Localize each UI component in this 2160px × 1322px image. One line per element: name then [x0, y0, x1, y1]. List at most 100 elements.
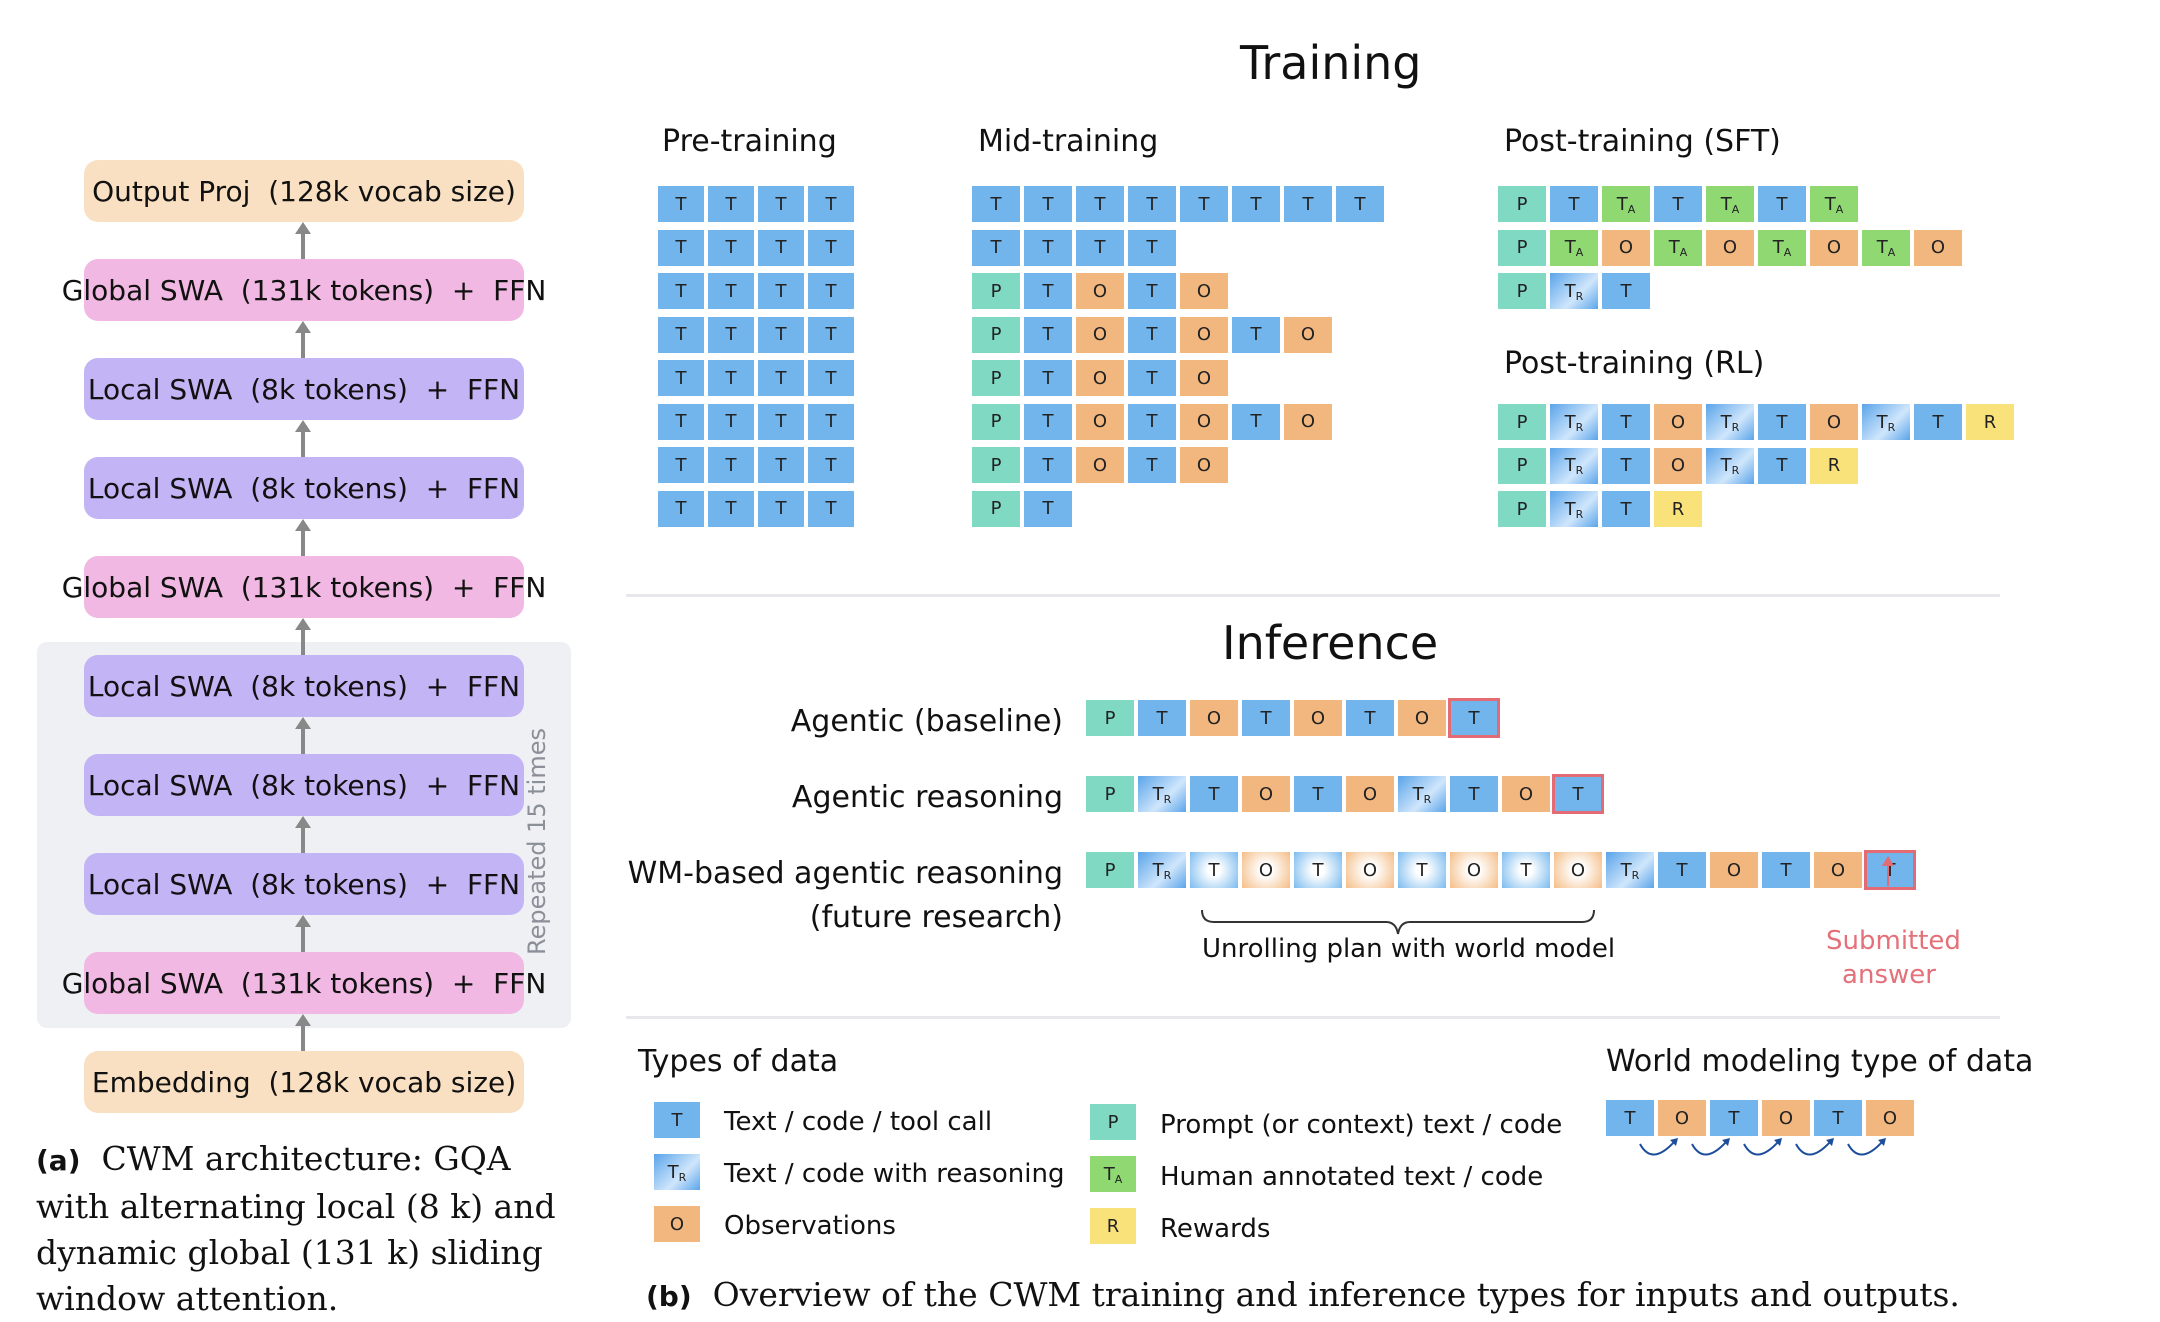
token-text: T: [1126, 445, 1178, 485]
token-text: T: [756, 445, 806, 485]
global-swa-layer: Global SWA (131k tokens) + FFN: [62, 556, 546, 618]
wm-label-line2: (future research): [809, 900, 1063, 935]
token-observation: O: [1178, 445, 1230, 485]
token-text: T: [1344, 698, 1396, 738]
layer-arrow: [301, 331, 305, 358]
token-prompt: P: [970, 314, 1022, 355]
token-observation: O: [1282, 314, 1334, 355]
token-text: T: [656, 358, 706, 398]
token-observation: O: [1282, 401, 1334, 442]
reasoning-label: Agentic reasoning: [791, 780, 1063, 815]
token-text: T: [1292, 774, 1344, 814]
token-text: T: [1604, 1098, 1656, 1138]
submitted-arrow-icon: [1882, 856, 1894, 886]
token-observation-unrolled: O: [1448, 850, 1500, 890]
token-text: T: [1022, 401, 1074, 442]
token-text: T: [1022, 314, 1074, 355]
token-observation: O: [1178, 271, 1230, 311]
layer-arrowhead: [295, 420, 311, 432]
token-prompt: P: [1084, 774, 1136, 814]
token-text: T: [656, 488, 706, 529]
token-prompt: P: [1084, 698, 1136, 738]
global-swa-layer: Global SWA (131k tokens) + FFN: [62, 259, 546, 321]
token-text: T: [656, 227, 706, 268]
layer-arrowhead: [295, 717, 311, 729]
layer-arrow: [301, 430, 305, 457]
pretraining-title: Pre-training: [662, 124, 837, 159]
local-swa-layer: Local SWA (8k tokens) + FFN: [84, 457, 524, 519]
legend-swatch: T: [652, 1100, 702, 1140]
token-text: T: [806, 314, 856, 355]
token-observation: O: [1396, 698, 1448, 738]
token-text: T: [1126, 184, 1178, 224]
legend-label: Observations: [724, 1211, 896, 1241]
legend-label: Human annotated text / code: [1160, 1162, 1544, 1192]
token-text-unrolled: T: [1188, 850, 1240, 890]
token-text: T: [1912, 402, 1964, 442]
caption-a-line: CWM architecture: GQA: [101, 1139, 511, 1178]
layer-arrowhead: [295, 915, 311, 927]
token-observation: O: [1600, 227, 1652, 268]
legend-swatch: P: [1088, 1102, 1138, 1142]
token-observation: O: [1652, 402, 1704, 442]
token-text: T: [1240, 698, 1292, 738]
token-text: T: [756, 314, 806, 355]
token-text: T: [1022, 271, 1074, 311]
layer-arrowhead: [295, 1014, 311, 1026]
token-observation: O: [1074, 314, 1126, 355]
submitted-line1: Submitted: [1826, 926, 1961, 956]
caption-a: (a) CWM architecture: GQA with alternati…: [36, 1136, 576, 1322]
layer-arrow: [301, 826, 305, 853]
token-text: T: [1230, 401, 1282, 442]
token-text: T: [970, 227, 1022, 268]
token-prompt: P: [970, 358, 1022, 398]
token-observation: O: [1808, 227, 1860, 268]
token-text: T: [806, 488, 856, 529]
wm-loop-arrows: [1639, 1138, 1886, 1156]
token-observation: O: [1178, 401, 1230, 442]
token-observation-unrolled: O: [1344, 850, 1396, 890]
unroll-brace: [1201, 909, 1595, 935]
global-swa-layer: Global SWA (131k tokens) + FFN: [62, 952, 546, 1014]
token-text: T: [1022, 445, 1074, 485]
caption-a-line: dynamic global (131 k) sliding: [36, 1233, 543, 1272]
token-text: T: [706, 184, 756, 224]
layer-arrow: [301, 925, 305, 952]
token-text: T: [1600, 489, 1652, 529]
token-text: T: [1022, 227, 1074, 268]
token-text: T: [1126, 358, 1178, 398]
token-text-unrolled: T: [1292, 850, 1344, 890]
token-text: T: [706, 271, 756, 311]
token-observation: O: [1864, 1098, 1916, 1138]
training-title: Training: [1240, 36, 1422, 90]
token-text: T: [806, 271, 856, 311]
repeat-label: Repeated 15 times: [523, 727, 551, 955]
divider: [626, 1016, 2000, 1019]
token-text: T: [706, 314, 756, 355]
token-prompt: P: [1496, 184, 1548, 224]
local-swa-layer: Local SWA (8k tokens) + FFN: [84, 853, 524, 915]
token-prompt: P: [1496, 402, 1548, 442]
token-observation-unrolled: O: [1240, 850, 1292, 890]
caption-a-line: window attention.: [36, 1279, 339, 1318]
token-observation: O: [1178, 358, 1230, 398]
token-text: T: [806, 358, 856, 398]
layer-arrowhead: [295, 816, 311, 828]
token-text: T: [1074, 227, 1126, 268]
sft-title: Post-training (SFT): [1504, 124, 1781, 159]
token-text: T: [806, 445, 856, 485]
